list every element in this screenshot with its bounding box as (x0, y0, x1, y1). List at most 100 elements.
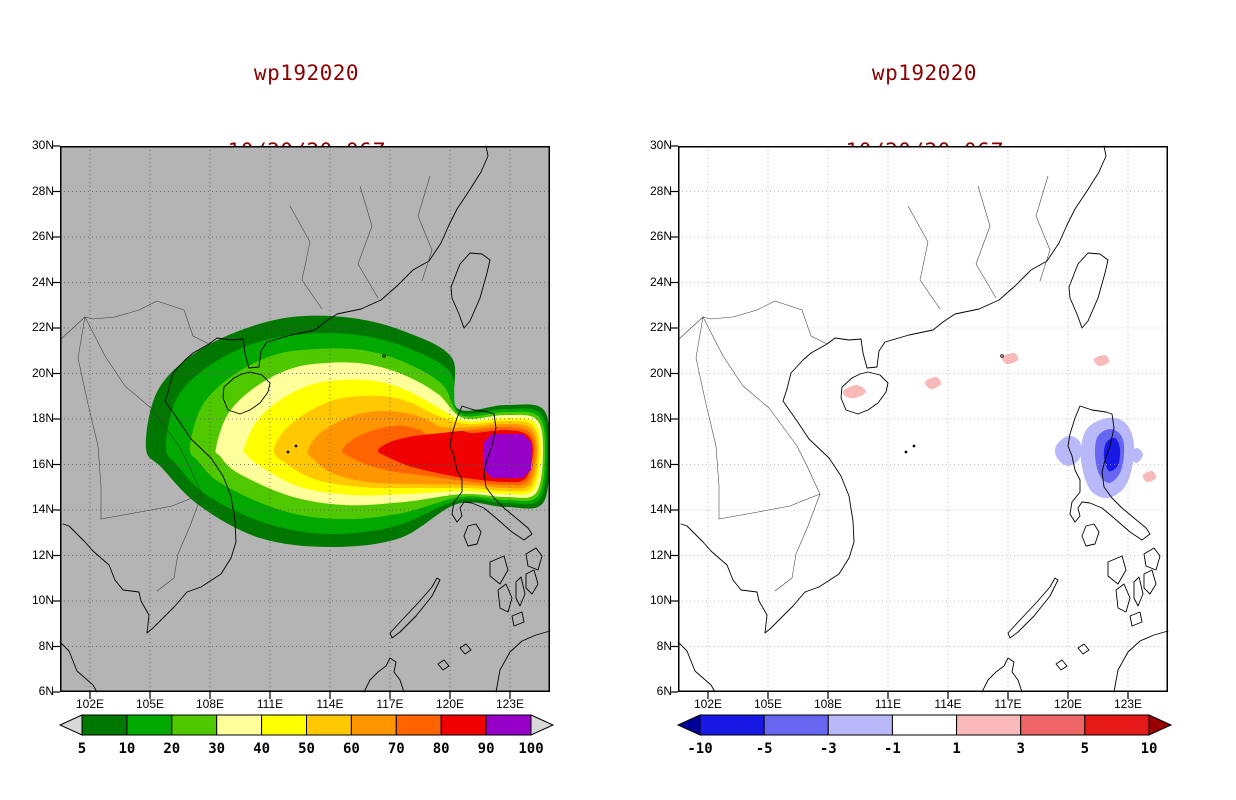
colorbar-cell (350, 714, 397, 736)
lat-tick-label: 14N (649, 502, 672, 516)
map-frame (678, 146, 1168, 692)
lon-tick-label: 102E (693, 697, 723, 711)
probability-colorbar (58, 714, 555, 736)
lon-tick-label: 105E (135, 697, 165, 711)
colorbar-label: 10 (118, 741, 136, 757)
axis-ticks (671, 145, 1129, 699)
difference-colorbar (676, 714, 1173, 736)
colorbar-cell (171, 714, 218, 736)
lat-tick-label: 18N (649, 411, 672, 425)
lon-tick-label: 120E (435, 697, 465, 711)
lat-tick-label: 26N (31, 229, 54, 243)
prob-band-90 (484, 434, 531, 478)
colorbar-cell (827, 714, 893, 736)
lon-tick-label: 108E (813, 697, 843, 711)
colorbar-label: -3 (819, 741, 837, 757)
colorbar-label: 20 (163, 741, 181, 757)
storm-id: wp192020 (253, 61, 360, 85)
lon-tick-label: 123E (1113, 697, 1143, 711)
lon-tick-label: 114E (934, 697, 962, 711)
colorbar-cell (485, 714, 532, 736)
colorbar-label: 5 (77, 741, 87, 757)
diff-patch (1103, 437, 1121, 472)
colorbar-label: 1 (952, 741, 961, 757)
colorbar-arrow-left (676, 714, 701, 736)
lat-tick-label: 24N (31, 274, 54, 289)
colorbar-arrow-right (1148, 714, 1173, 736)
lon-tick-label: 117E (376, 697, 404, 711)
diff-patch (1129, 447, 1144, 464)
lat-tick-label: 28N (31, 183, 54, 198)
colorbar-label: -5 (755, 741, 773, 757)
colorbar-cell (891, 714, 958, 736)
lat-tick-label: 16N (649, 456, 672, 471)
storm-id: wp192020 (871, 61, 978, 85)
colorbar-cell (216, 714, 263, 736)
colorbar-label: 30 (208, 741, 226, 757)
lon-tick-label: 111E (256, 697, 284, 711)
lat-tick-label: 24N (649, 274, 672, 289)
lon-tick-label: 123E (495, 697, 525, 711)
lat-tick-label: 10N (649, 593, 672, 607)
diff-patch (924, 376, 942, 390)
lat-tick-label: 12N (31, 547, 54, 562)
colorbar-label: -10 (687, 741, 713, 757)
difference-patches (842, 352, 1157, 499)
lon-tick-label: 111E (874, 697, 902, 711)
colorbar-cell (1084, 714, 1150, 736)
colorbar-cell (395, 714, 442, 736)
colorbar-cell (763, 714, 829, 736)
lon-tick-label: 114E (316, 697, 344, 711)
lat-tick-label: 20N (31, 365, 54, 380)
colorbar-label: 70 (387, 741, 405, 757)
colorbar-cell (81, 714, 128, 736)
colorbar-label: 3 (1016, 741, 1025, 757)
colorbar-cell (306, 714, 352, 736)
diff-patch (1001, 352, 1019, 365)
colorbar-label: 100 (518, 741, 544, 757)
lon-tick-label: 108E (195, 697, 225, 711)
lon-tick-label: 120E (1053, 697, 1083, 711)
probability-map (53, 145, 551, 699)
lat-tick-label: 8N (656, 638, 672, 653)
lon-tick-label: 102E (75, 697, 105, 711)
lat-tick-label: 22N (31, 320, 54, 334)
diff-patch (1093, 354, 1110, 367)
lat-tick-label: 30N (31, 138, 54, 152)
colorbar-label: 10 (1140, 741, 1158, 757)
colorbar-arrow-left (58, 714, 83, 736)
colorbar-label: -1 (883, 741, 901, 757)
lat-tick-label: 20N (649, 365, 672, 380)
colorbar-arrow-right (530, 714, 555, 736)
colorbar-label: 60 (342, 741, 360, 757)
lat-tick-label: 6N (38, 684, 54, 698)
lat-tick-label: 6N (656, 684, 672, 698)
diff-patch (1142, 470, 1157, 483)
lon-tick-label: 117E (994, 697, 1022, 711)
lat-tick-label: 30N (649, 138, 672, 152)
lat-tick-label: 10N (31, 593, 54, 607)
difference-map (671, 145, 1169, 699)
colorbar-label: 40 (253, 741, 271, 757)
colorbar-label: 5 (1080, 741, 1090, 757)
colorbar-label: 90 (477, 741, 495, 757)
lat-tick-label: 16N (31, 456, 54, 471)
map-frame (60, 146, 550, 692)
lon-tick-label: 105E (753, 697, 783, 711)
lat-tick-label: 22N (649, 320, 672, 334)
diff-patch (842, 384, 867, 399)
colorbar-cell (1020, 714, 1086, 736)
lat-tick-label: 8N (38, 638, 54, 653)
colorbar-cell (699, 714, 765, 736)
colorbar-cell (956, 714, 1022, 736)
colorbar-label: 50 (298, 741, 315, 757)
axis-ticks (53, 145, 511, 699)
lat-tick-label: 14N (31, 502, 54, 516)
colorbar-cell (440, 714, 487, 736)
lat-tick-label: 18N (31, 411, 54, 425)
lat-tick-label: 28N (649, 183, 672, 198)
lat-tick-label: 12N (649, 547, 672, 562)
lat-tick-label: 26N (649, 229, 672, 243)
colorbar-label: 80 (432, 741, 450, 757)
